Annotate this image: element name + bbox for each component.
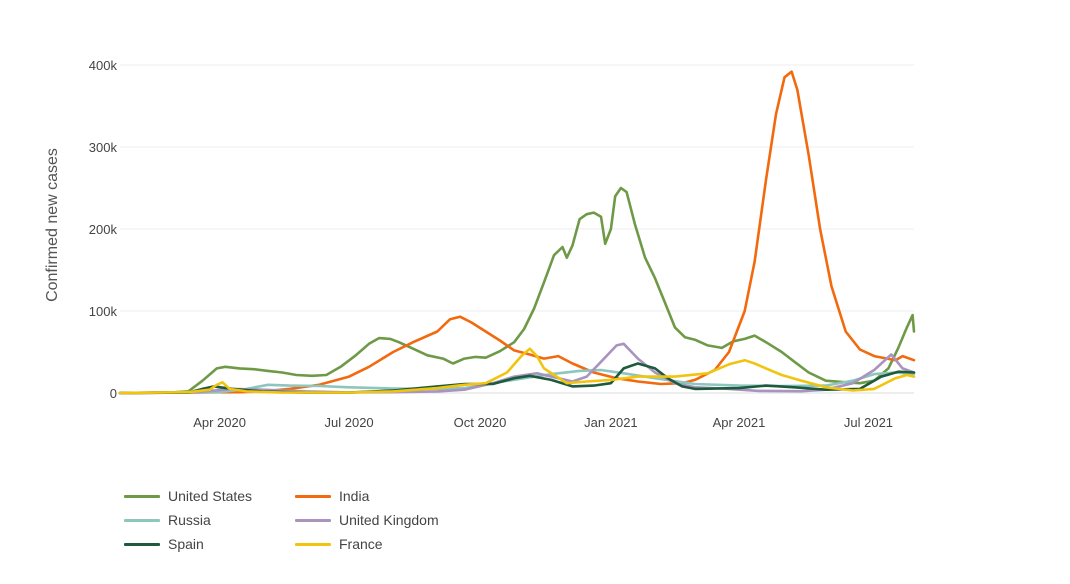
legend-item[interactable]: Spain — [124, 534, 204, 554]
y-tick-label: 200k — [89, 222, 118, 237]
legend-label: France — [339, 536, 383, 552]
legend-swatch — [295, 494, 331, 498]
y-tick-label: 100k — [89, 304, 118, 319]
y-axis-ticks: 0 100k 200k 300k 400k — [89, 58, 118, 401]
legend-swatch — [295, 542, 331, 546]
legend-item[interactable]: India — [295, 486, 369, 506]
y-tick-label: 0 — [110, 386, 117, 401]
x-tick-label: Oct 2020 — [454, 415, 507, 430]
grid-lines — [120, 64, 914, 394]
x-tick-label: Apr 2020 — [193, 415, 246, 430]
legend-swatch — [124, 494, 160, 498]
x-axis-ticks: Apr 2020 Jul 2020 Oct 2020 Jan 2021 Apr 2021… — [193, 415, 893, 430]
series-line-united-states — [118, 186, 916, 395]
legend-item[interactable]: France — [295, 534, 383, 554]
chart-legend: United States India Russia United Kingdom Sp… — [124, 486, 484, 558]
legend-label: India — [339, 488, 370, 504]
x-tick-label: Jan 2021 — [584, 415, 638, 430]
x-tick-label: Jul 2021 — [844, 415, 893, 430]
legend-label: Spain — [168, 536, 204, 552]
legend-swatch — [295, 518, 331, 522]
x-tick-label: Jul 2020 — [325, 415, 374, 430]
y-axis-title: Confirmed new cases — [44, 148, 61, 302]
series-line-france — [118, 347, 916, 395]
legend-label: United Kingdom — [339, 512, 439, 528]
legend-item[interactable]: Russia — [124, 510, 211, 530]
y-tick-label: 300k — [89, 140, 118, 155]
legend-swatch — [124, 542, 160, 546]
series-line-india — [118, 70, 916, 395]
legend-item[interactable]: United Kingdom — [295, 510, 439, 530]
y-tick-label: 400k — [89, 58, 118, 73]
legend-item[interactable]: United States — [124, 486, 252, 506]
x-tick-label: Apr 2021 — [713, 415, 766, 430]
legend-label: Russia — [168, 512, 211, 528]
series-lines — [118, 70, 916, 395]
legend-label: United States — [168, 488, 253, 504]
legend-swatch — [124, 518, 160, 522]
